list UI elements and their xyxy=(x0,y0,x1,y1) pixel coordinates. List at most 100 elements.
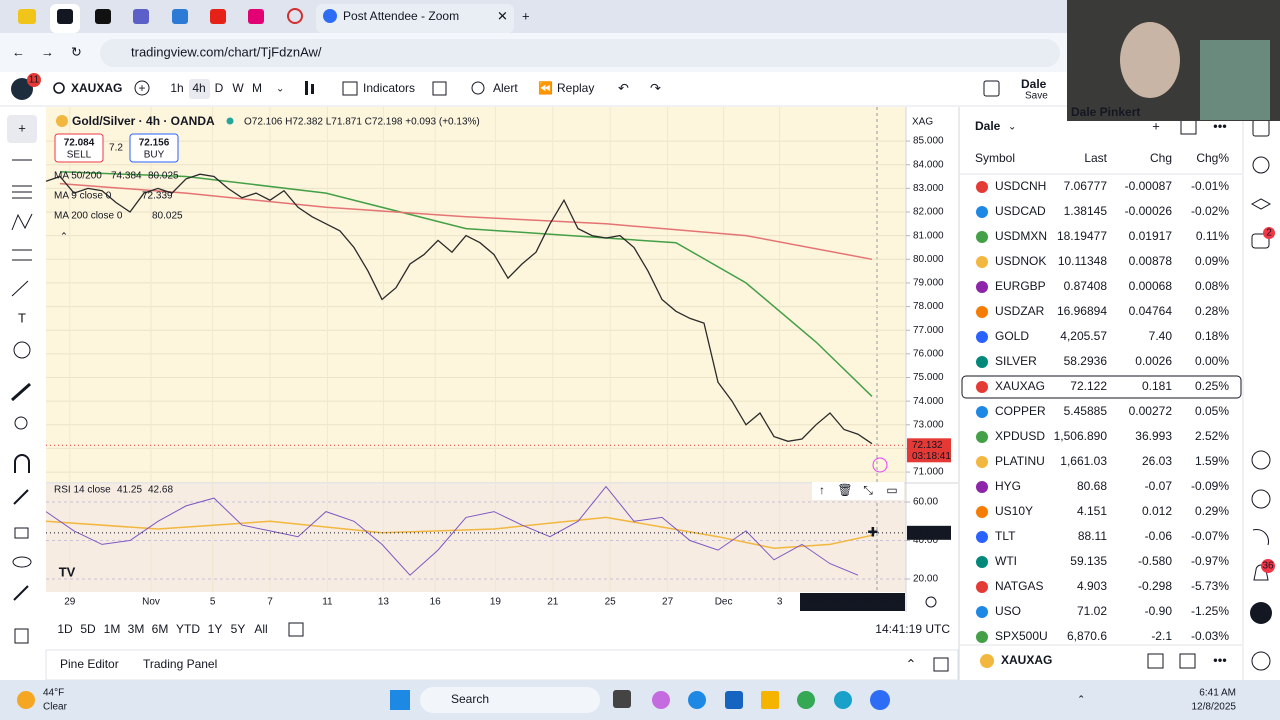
chat-icon[interactable] xyxy=(1251,233,1270,249)
details-symbol[interactable]: XAUXAG xyxy=(1001,653,1052,667)
ideas-icon[interactable] xyxy=(1251,489,1271,509)
new-tab[interactable]: + xyxy=(522,8,530,23)
pane-up[interactable]: ↑ xyxy=(819,483,825,497)
interval-button[interactable]: M xyxy=(252,81,262,95)
symbol[interactable]: PLATINU xyxy=(995,454,1045,468)
indicators-icon[interactable] xyxy=(342,81,358,96)
taskbar-app[interactable] xyxy=(797,691,815,709)
timeframe-button[interactable]: 3M xyxy=(128,622,145,636)
taskbar-app[interactable] xyxy=(834,691,852,709)
cursor-tool[interactable]: + xyxy=(18,120,26,135)
alert-button[interactable]: Alert xyxy=(493,81,518,95)
event-marker[interactable] xyxy=(872,457,888,473)
settings-icon[interactable] xyxy=(925,596,937,608)
temperature[interactable]: 44°F xyxy=(43,688,64,699)
interval-button[interactable]: 1h xyxy=(170,81,183,95)
timeframe-button[interactable]: 6M xyxy=(152,622,169,636)
save-label[interactable]: Save xyxy=(1025,91,1048,102)
tab-icon[interactable] xyxy=(248,9,264,24)
weather-icon[interactable] xyxy=(17,691,35,709)
symbol[interactable]: US10Y xyxy=(995,504,1033,518)
interval-button[interactable]: 4h xyxy=(192,81,205,95)
start-button[interactable] xyxy=(390,690,410,710)
symbol[interactable]: USDZAR xyxy=(995,304,1045,318)
taskbar-app[interactable] xyxy=(688,691,706,709)
tray-arrow[interactable]: ⌃ xyxy=(1077,695,1085,706)
chart-type-icon[interactable] xyxy=(305,81,308,95)
buy-price[interactable]: 72.156 xyxy=(139,138,170,149)
lock-tool[interactable] xyxy=(14,527,29,539)
alerts-icon[interactable] xyxy=(1252,156,1270,174)
timeframe-button[interactable]: 1D xyxy=(57,622,73,636)
layout-name[interactable]: Dale xyxy=(1021,77,1047,91)
indicator-name[interactable]: MA 200 close 0 xyxy=(54,211,123,222)
symbol[interactable]: USDCNH xyxy=(995,179,1046,193)
tab-title[interactable]: Post Attendee - Zoom xyxy=(343,9,459,23)
watchlist-title[interactable]: Dale xyxy=(975,119,1001,133)
forward-button[interactable]: → xyxy=(41,44,54,59)
indicator-name[interactable]: MA 50/200 xyxy=(54,171,102,182)
redo-button[interactable]: ↷ xyxy=(650,80,662,95)
symbol[interactable]: HYG xyxy=(995,479,1021,493)
lock-drawing-tool[interactable] xyxy=(13,489,29,505)
weather[interactable]: Clear xyxy=(43,702,68,713)
sell-label[interactable]: SELL xyxy=(67,150,92,161)
tab-icon[interactable] xyxy=(18,9,36,24)
symbol[interactable]: USDCAD xyxy=(995,204,1046,218)
column-header[interactable]: Last xyxy=(1084,151,1107,165)
pane-collapse[interactable]: ⤡ xyxy=(863,483,873,497)
column-header[interactable]: Symbol xyxy=(975,151,1015,165)
pane-more[interactable]: ▭ xyxy=(886,483,897,497)
alert-icon[interactable] xyxy=(471,81,485,95)
timeframe-button[interactable]: 5D xyxy=(80,622,96,636)
tab-icon[interactable] xyxy=(210,9,226,24)
layers-icon[interactable] xyxy=(1250,198,1272,210)
watchlist-dropdown[interactable]: ⌄ xyxy=(1008,122,1016,133)
column-header[interactable]: Chg xyxy=(1150,151,1172,165)
panel-toggle[interactable]: ⌃ xyxy=(906,656,917,671)
clock-time[interactable]: 6:41 AM xyxy=(1199,688,1236,699)
details-more[interactable]: ••• xyxy=(1213,652,1227,667)
tab-icon[interactable] xyxy=(133,9,149,24)
taskbar-app[interactable] xyxy=(761,691,779,709)
column-header[interactable]: Chg% xyxy=(1196,151,1229,165)
interval-dropdown[interactable]: ⌄ xyxy=(276,84,284,95)
selected-row[interactable] xyxy=(961,375,1242,399)
undo-button[interactable]: ↶ xyxy=(618,80,629,95)
symbol[interactable]: XAUXAG xyxy=(995,379,1045,393)
target-icon[interactable] xyxy=(1251,450,1271,470)
magnet-tool[interactable] xyxy=(14,454,30,473)
brush-tool[interactable] xyxy=(11,280,29,297)
symbol[interactable]: EURGBP xyxy=(995,279,1046,293)
details-icon[interactable] xyxy=(1179,653,1196,669)
sell-button[interactable] xyxy=(54,133,104,163)
timeframe-button[interactable]: All xyxy=(254,622,267,636)
tab-icon[interactable] xyxy=(57,9,73,24)
taskbar-app[interactable] xyxy=(613,690,631,708)
chart-title[interactable]: Gold/Silver · 4h · OANDA xyxy=(72,114,215,128)
pine-editor-tab[interactable]: Pine Editor xyxy=(60,657,119,671)
symbol[interactable]: TLT xyxy=(995,529,1016,543)
timeframe-button[interactable]: 5Y xyxy=(231,622,246,636)
tab-close[interactable]: ✕ xyxy=(497,8,508,23)
tab-icon[interactable] xyxy=(172,9,188,24)
search-icon[interactable] xyxy=(53,82,65,94)
buy-label[interactable]: BUY xyxy=(144,150,165,161)
symbol[interactable]: SILVER xyxy=(995,354,1037,368)
symbol[interactable]: WTI xyxy=(995,554,1017,568)
panel-maximize[interactable] xyxy=(933,657,949,672)
rsi-pane[interactable] xyxy=(46,484,906,592)
reload-button[interactable]: ↻ xyxy=(71,44,82,59)
symbol[interactable]: USDNOK xyxy=(995,254,1046,268)
stream-icon[interactable] xyxy=(1252,529,1269,546)
rsi-name[interactable]: RSI 14 close xyxy=(54,485,111,496)
interval-button[interactable]: W xyxy=(232,81,244,95)
interval-active[interactable] xyxy=(189,79,210,99)
search-box[interactable] xyxy=(420,687,600,713)
symbol[interactable]: SPX500U xyxy=(995,629,1048,643)
buy-button[interactable] xyxy=(129,133,179,163)
chart-type-icon[interactable] xyxy=(311,84,314,94)
back-button[interactable]: ← xyxy=(12,44,25,59)
apps-icon[interactable] xyxy=(1250,602,1272,624)
help-icon[interactable] xyxy=(1251,651,1271,671)
